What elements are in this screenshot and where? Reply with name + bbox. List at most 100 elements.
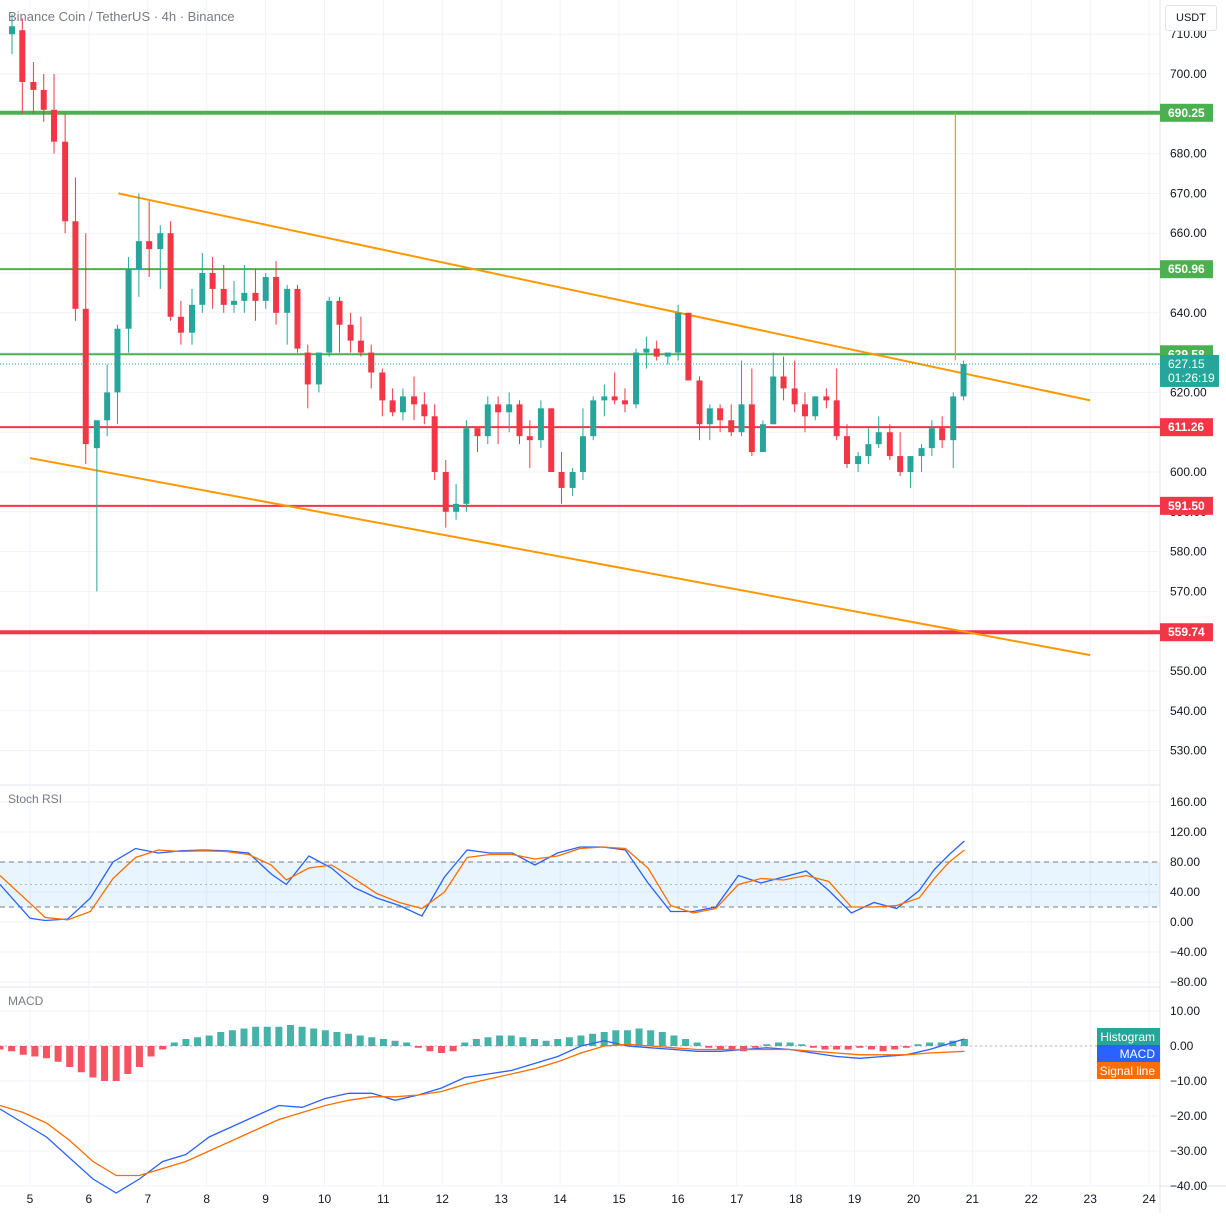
price-tick-label: 580.00: [1170, 545, 1207, 559]
macd-histogram-bar: [565, 1037, 573, 1046]
candle-body: [748, 404, 755, 453]
candle-body: [72, 221, 79, 309]
candle-body: [601, 396, 608, 401]
x-tick-label: 8: [203, 1192, 210, 1206]
macd-histogram-bar: [321, 1030, 329, 1046]
macd-histogram-bar: [379, 1039, 387, 1046]
macd-tick-label: −30.00: [1170, 1144, 1207, 1158]
price-tick-label: 660.00: [1170, 226, 1207, 240]
macd-histogram-bar: [902, 1046, 910, 1048]
macd-histogram-bar: [77, 1046, 85, 1073]
candle-body: [62, 141, 69, 222]
macd-histogram-bar: [833, 1046, 841, 1050]
candle-body: [526, 436, 533, 441]
level-label-650.96: 650.96: [1168, 262, 1205, 276]
macd-tick-label: 10.00: [1170, 1004, 1200, 1018]
macd-histogram-bar: [635, 1028, 643, 1046]
macd-histogram-bar: [960, 1039, 968, 1046]
candle-body: [960, 363, 967, 397]
candle-body: [939, 428, 946, 441]
candle-body: [220, 288, 227, 305]
x-tick-label: 11: [377, 1192, 390, 1206]
stoch-tick-label: 0.00: [1170, 915, 1194, 929]
x-tick-label: 16: [671, 1192, 685, 1206]
macd-signal-line: [0, 1043, 965, 1177]
macd-legend-label-0: Histogram: [1100, 1030, 1155, 1044]
level-label-591.50: 591.50: [1168, 499, 1205, 513]
candle-body: [51, 109, 58, 142]
currency-button[interactable]: USDT: [1165, 5, 1217, 31]
macd-histogram-bar: [42, 1046, 50, 1059]
macd-histogram-bar: [19, 1046, 27, 1055]
x-tick-label: 20: [907, 1192, 921, 1206]
macd-histogram-bar: [623, 1030, 631, 1046]
x-tick-label: 13: [495, 1192, 509, 1206]
candle-body: [93, 420, 100, 449]
macd-histogram-bar: [124, 1046, 132, 1074]
candle-body: [950, 396, 957, 441]
x-tick-label: 15: [612, 1192, 626, 1206]
price-tick-label: 530.00: [1170, 744, 1207, 758]
candle-body: [537, 408, 544, 441]
level-tag-559.74: [1160, 623, 1213, 642]
candle-body: [664, 352, 671, 357]
macd-histogram-bar: [182, 1039, 190, 1046]
macd-histogram-bar: [798, 1044, 806, 1046]
macd-histogram-bar: [530, 1039, 538, 1046]
macd-histogram-bar: [66, 1046, 74, 1067]
stoch-tick-label: −40.00: [1170, 945, 1207, 959]
candle-body: [199, 273, 206, 305]
macd-histogram-bar: [298, 1026, 306, 1046]
x-tick-label: 23: [1084, 1192, 1098, 1206]
candle-body: [897, 456, 904, 472]
macd-histogram-bar: [403, 1042, 411, 1046]
candle-body: [177, 316, 184, 333]
macd-histogram-bar: [914, 1044, 922, 1046]
candle-body: [30, 81, 37, 90]
candle-body: [347, 324, 354, 341]
level-label-611.26: 611.26: [1168, 420, 1204, 434]
stoch-tick-label: 120.00: [1170, 825, 1207, 839]
candle-body: [421, 404, 428, 417]
x-tick-label: 7: [144, 1192, 151, 1206]
candle-body: [411, 396, 418, 405]
candle-body: [453, 503, 460, 512]
level-tag-611.26: [1160, 418, 1213, 437]
macd-histogram-bar: [333, 1032, 341, 1046]
candle-body: [918, 448, 925, 457]
candle-body: [262, 276, 269, 301]
stoch-d-line: [0, 846, 965, 921]
last-price-tag: [1160, 354, 1219, 387]
macd-histogram-bar: [263, 1026, 271, 1046]
macd-tick-label: −40.00: [1170, 1179, 1207, 1193]
macd-histogram-bar: [205, 1035, 213, 1046]
macd-histogram-bar: [472, 1039, 480, 1046]
macd-histogram-bar: [426, 1046, 434, 1052]
macd-histogram-bar: [449, 1046, 457, 1052]
candle-body: [399, 396, 406, 413]
last-price-countdown: 01:26:19: [1168, 371, 1215, 385]
trendline-lower: [29, 457, 1091, 657]
candle-body: [907, 456, 914, 472]
macd-legend-tag-0: [1097, 1028, 1160, 1045]
macd-histogram-bar: [693, 1042, 701, 1046]
candle-body: [294, 288, 301, 349]
macd-histogram-bar: [682, 1039, 690, 1046]
macd-histogram-bar: [89, 1046, 97, 1078]
macd-histogram-bar: [310, 1028, 318, 1046]
macd-histogram-bar: [670, 1035, 678, 1046]
candle-body: [643, 348, 650, 353]
candle-body: [706, 408, 713, 425]
x-tick-label: 24: [1142, 1192, 1156, 1206]
macd-legend-tag-2: [1097, 1062, 1160, 1079]
macd-histogram-bar: [844, 1046, 852, 1050]
macd-histogram-bar: [716, 1046, 724, 1050]
candle-body: [548, 408, 555, 472]
macd-histogram-bar: [286, 1025, 294, 1046]
candle-body: [653, 348, 660, 357]
candle-body: [114, 328, 121, 393]
x-tick-label: 22: [1025, 1192, 1039, 1206]
candle-body: [759, 424, 766, 453]
candle-body: [928, 428, 935, 449]
